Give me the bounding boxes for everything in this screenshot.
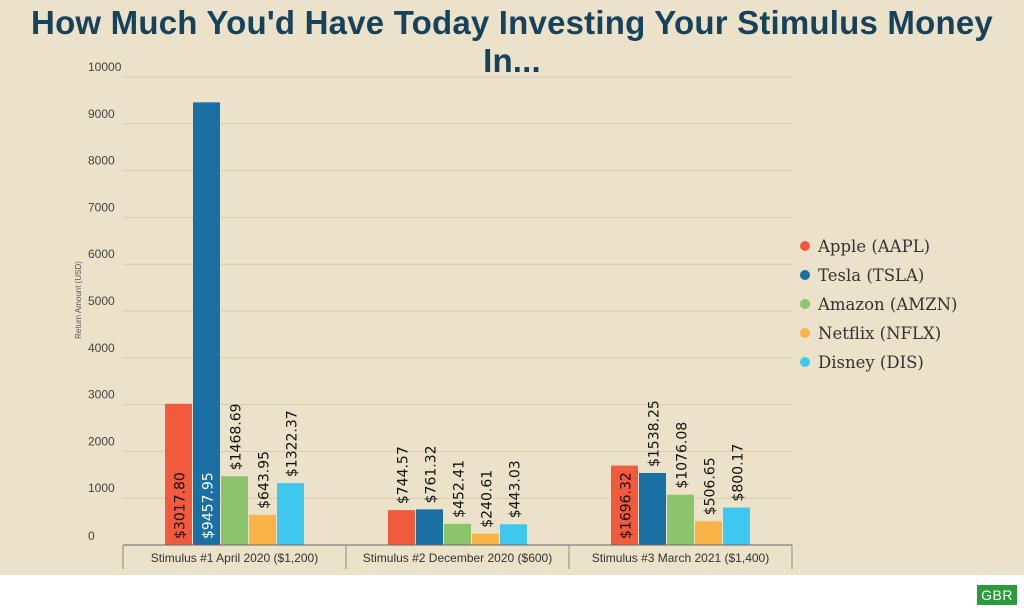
legend-swatch bbox=[800, 357, 810, 367]
bar bbox=[639, 473, 666, 545]
data-label: $761.32 bbox=[424, 445, 440, 503]
legend-label: Apple (AAPL) bbox=[818, 237, 931, 256]
bar bbox=[193, 102, 220, 545]
legend-item: Disney (DIS) bbox=[800, 352, 1000, 373]
y-tick-label: 6000 bbox=[88, 247, 115, 261]
bar bbox=[611, 465, 638, 545]
data-label: $643.95 bbox=[257, 451, 273, 509]
y-tick-label: 7000 bbox=[88, 200, 115, 214]
x-tick-label: Stimulus #2 December 2020 ($600) bbox=[363, 551, 552, 565]
brand-logo: GBR bbox=[977, 585, 1017, 605]
y-axis-label: Return Amount (USD) bbox=[74, 261, 83, 339]
chart-legend: Apple (AAPL) Tesla (TSLA) Amazon (AMZN) Net… bbox=[800, 236, 1000, 381]
bar bbox=[472, 533, 499, 545]
bar bbox=[416, 509, 443, 545]
legend-item: Amazon (AMZN) bbox=[800, 294, 1000, 315]
legend-item: Apple (AAPL) bbox=[800, 236, 1000, 257]
legend-item: Tesla (TSLA) bbox=[800, 265, 1000, 286]
bar bbox=[500, 524, 527, 545]
chart-canvas: How Much You'd Have Today Investing Your… bbox=[0, 0, 1024, 575]
legend-label: Disney (DIS) bbox=[818, 353, 924, 372]
data-label: $800.17 bbox=[731, 444, 747, 502]
legend-label: Tesla (TSLA) bbox=[818, 266, 925, 285]
bar bbox=[695, 521, 722, 545]
y-tick-label: 3000 bbox=[88, 388, 115, 402]
data-label: $1322.37 bbox=[285, 410, 301, 477]
data-label: $1076.08 bbox=[675, 422, 691, 489]
bar-chart: 0 1000 2000 3000 4000 5000 6000 7000 8000 9000 100… bbox=[74, 60, 793, 569]
data-label: $240.61 bbox=[480, 470, 496, 528]
bar bbox=[388, 510, 415, 545]
bar bbox=[165, 403, 192, 545]
x-tick-label: Stimulus #3 March 2021 ($1,400) bbox=[592, 551, 769, 565]
y-tick-label: 10000 bbox=[88, 60, 122, 74]
data-label: $744.57 bbox=[396, 446, 412, 504]
legend-swatch bbox=[800, 328, 810, 338]
bar bbox=[444, 523, 471, 545]
y-tick-label: 0 bbox=[88, 529, 95, 543]
bar bbox=[277, 483, 304, 545]
y-tick-label: 9000 bbox=[88, 107, 115, 121]
data-label: $506.65 bbox=[703, 457, 719, 515]
bar bbox=[667, 494, 694, 545]
data-label: $1538.25 bbox=[647, 400, 663, 467]
data-label: $443.03 bbox=[508, 460, 524, 518]
legend-label: Amazon (AMZN) bbox=[818, 295, 958, 314]
legend-swatch bbox=[800, 299, 810, 309]
data-label: $1696.32 bbox=[619, 472, 635, 539]
legend-label: Netflix (NFLX) bbox=[818, 324, 942, 343]
legend-swatch bbox=[800, 241, 810, 251]
y-tick-label: 5000 bbox=[88, 294, 115, 308]
data-label: $3017.80 bbox=[173, 472, 189, 539]
data-label: $1468.69 bbox=[229, 403, 245, 470]
y-tick-label: 8000 bbox=[88, 154, 115, 168]
bar bbox=[249, 514, 276, 545]
data-label: $9457.95 bbox=[201, 472, 217, 539]
y-tick-label: 2000 bbox=[88, 434, 115, 448]
bar bbox=[221, 476, 248, 545]
bar bbox=[723, 507, 750, 545]
y-tick-label: 1000 bbox=[88, 481, 115, 495]
legend-swatch bbox=[800, 270, 810, 280]
data-label: $452.41 bbox=[452, 460, 468, 518]
x-tick-label: Stimulus #1 April 2020 ($1,200) bbox=[151, 551, 318, 565]
y-tick-label: 4000 bbox=[88, 341, 115, 355]
chart-title: How Much You'd Have Today Investing Your… bbox=[31, 4, 993, 79]
footer: GBR bbox=[0, 575, 1024, 616]
legend-item: Netflix (NFLX) bbox=[800, 323, 1000, 344]
